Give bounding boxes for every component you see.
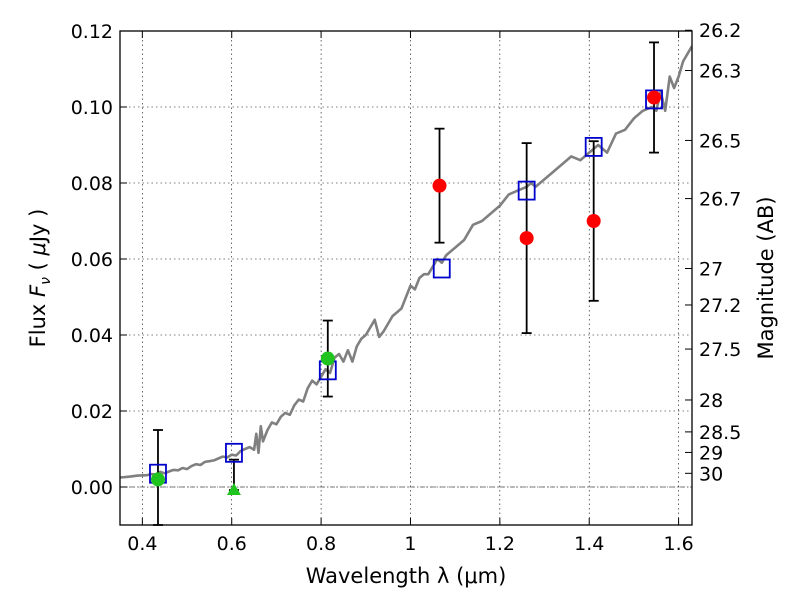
y2-axis-title: Magnitude (AB) — [754, 196, 778, 359]
axis-ticks — [120, 29, 692, 525]
magnitude-tick-label: 30 — [699, 463, 723, 485]
tick-labels: 0.4 0.6 0.8 1 1.2 1.4 1.6 0.00 0.02 0.04 0.06 0.08 0… — [71, 20, 742, 555]
magnitude-tick-label: 27 — [699, 259, 723, 281]
x-tick-label: 0.6 — [217, 533, 247, 555]
x-tick-label: 0.8 — [306, 533, 336, 555]
observed-point — [586, 214, 601, 228]
model-spectrum-line — [120, 45, 692, 479]
model-photometry-square — [432, 258, 451, 279]
y-axis-title: Flux Fν ( μJy ) — [26, 209, 54, 348]
model-photometry-square — [225, 442, 243, 463]
x-tick-label: 1.2 — [485, 533, 515, 555]
y-tick-label: 0.08 — [71, 173, 113, 195]
magnitude-tick-label: 27.2 — [699, 295, 741, 317]
y-tick-label: 0.04 — [71, 325, 113, 347]
y-tick-label: 0.10 — [71, 97, 113, 119]
y-tick-label: 0.00 — [71, 477, 113, 499]
model-photometry-square — [645, 89, 663, 110]
y-tick-label: 0.12 — [71, 21, 113, 43]
observed-point — [150, 472, 165, 487]
observed-point — [432, 178, 447, 193]
x-tick-label: 1.4 — [574, 533, 604, 555]
magnitude-tick-label: 26.5 — [699, 130, 741, 152]
x-axis-title: Wavelength λ (μm) — [306, 564, 507, 588]
magnitude-tick-label: 26.7 — [699, 189, 741, 211]
model-photometry-square — [584, 136, 603, 157]
x-tick-label: 1 — [404, 533, 416, 555]
model-photometry-square — [517, 180, 536, 201]
upper-limit-marker — [226, 483, 241, 496]
y-tick-label: 0.02 — [71, 401, 113, 423]
observed-point — [320, 351, 335, 366]
magnitude-tick-label: 27.5 — [699, 339, 741, 361]
magnitude-tick-label: 29 — [699, 442, 723, 464]
magnitude-tick-label: 28.5 — [699, 422, 741, 444]
x-tick-label: 0.4 — [127, 533, 157, 555]
magnitude-tick-label: 26.3 — [699, 61, 741, 83]
magnitude-tick-label: 26.2 — [699, 20, 741, 42]
observed-markers — [150, 90, 662, 496]
x-tick-label: 1.6 — [663, 533, 693, 555]
y-tick-label: 0.06 — [71, 249, 113, 271]
observed-point — [647, 90, 662, 105]
magnitude-tick-label: 28 — [699, 390, 723, 412]
plot-frame — [119, 30, 693, 526]
observed-point — [519, 231, 534, 246]
plot-background — [120, 31, 692, 525]
